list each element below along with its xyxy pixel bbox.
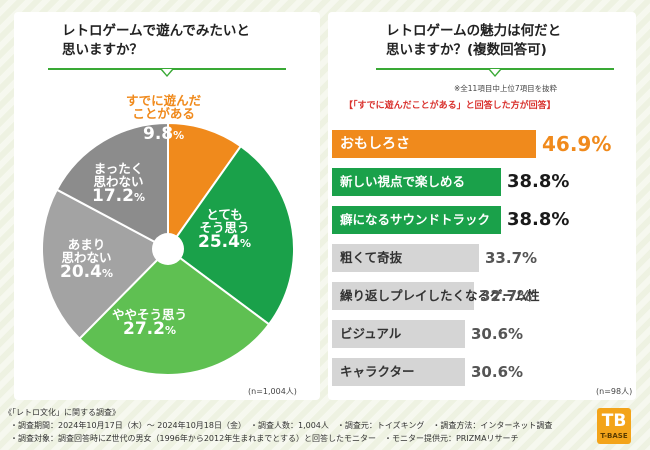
pie-value-somewhat-agree: 27.2	[123, 319, 165, 340]
pie-slice	[78, 247, 271, 376]
bar	[332, 244, 479, 272]
bar-value: 46.9%	[542, 132, 612, 156]
pie-unit-not-really: %	[101, 267, 113, 281]
bar-subtitle: 【「すでに遊んだことがある」と回答した方が回答】	[344, 101, 556, 111]
pie-label-strongly-agree: とても そう思う 25.4%	[198, 208, 251, 252]
bar-title-pointer-inner	[490, 69, 500, 75]
pie-value-already-played: 9.8	[142, 124, 174, 145]
pie-chart	[41, 121, 295, 376]
bar-label: キャラクター	[340, 364, 415, 379]
t-base-logo: TB T-BASE	[597, 408, 631, 444]
bar-value: 30.6%	[471, 363, 524, 381]
bar-label: 癖になるサウンドトラック	[340, 212, 491, 227]
pie-slice	[55, 121, 169, 251]
pie-slice	[167, 121, 243, 253]
pie-value-not-really: 20.4	[60, 262, 102, 283]
pie-label-not-really-name2: 思わない	[61, 250, 112, 266]
bar-question-title: レトロゲームの魅力は何だと 思いますか？(複数回答可)	[386, 22, 561, 60]
pie-center-hole	[152, 233, 184, 265]
pie-unit-strongly-agree: %	[239, 237, 251, 251]
pie-panel: レトロゲームで遊んでみたいと 思いますか？ すでに遊んだ ことがある 9.8% …	[14, 12, 320, 400]
bar-label: 新しい視点で楽しめる	[340, 174, 466, 189]
pie-slice	[41, 188, 170, 341]
bar-panel: レトロゲームの魅力は何だと 思いますか？(複数回答可) ※全11項目中上位7項目…	[328, 12, 636, 400]
pie-label-already-played: すでに遊んだ ことがある 9.8%	[126, 94, 201, 144]
bar-value: 33.7%	[485, 249, 538, 267]
pie-title-pointer-inner	[162, 69, 172, 75]
pie-label-not-really-name1: あまり	[67, 237, 106, 252]
survey-title: 《「レトロ文化」に関する調査》	[4, 408, 120, 417]
bar-title-line2: 思いますか？(複数回答可)	[386, 42, 547, 58]
pie-slice	[166, 144, 295, 326]
pie-label-strongly-agree-name2: そう思う	[199, 220, 250, 236]
bar-label: おもしろさ	[340, 136, 410, 152]
bar-value: 32.7%	[480, 287, 533, 305]
pie-title-line2: 思いますか？	[62, 42, 143, 58]
bar	[332, 206, 501, 234]
pie-label-not-at-all: まったく 思わない 17.2%	[92, 162, 145, 206]
pie-unit-not-at-all: %	[133, 191, 145, 205]
bar-value: 38.8%	[507, 171, 570, 192]
bar-title-line1: レトロゲームの魅力は何だと	[386, 23, 562, 39]
pie-question-title: レトロゲームで遊んでみたいと 思いますか？	[62, 22, 250, 60]
bar-label: ビジュアル	[340, 326, 402, 341]
pie-title-line1: レトロゲームで遊んでみたいと	[62, 23, 250, 39]
pie-label-already-played-name2: ことがある	[132, 106, 195, 122]
pie-label-not-at-all-name1: まったく	[93, 161, 144, 176]
pie-label-somewhat-agree-name1: ややそう思う	[112, 307, 188, 322]
bar-value: 30.6%	[471, 325, 524, 343]
bar	[332, 168, 501, 196]
survey-details-1: ・調査期間：2024年10月17日（木）～ 2024年10月18日（金） ・調査…	[10, 421, 553, 430]
bar-note: ※全11項目中上位7項目を抜粋	[454, 84, 558, 93]
survey-details-2: ・調査対象：調査回答時にZ世代の男女（1996年から2012年生まれまでとする）…	[10, 434, 519, 443]
bar	[332, 320, 465, 348]
logo-text: T-BASE	[600, 432, 628, 440]
pie-label-already-played-name1: すでに遊んだ	[126, 93, 202, 108]
pie-unit-already-played: %	[173, 129, 185, 143]
pie-unit-somewhat-agree: %	[164, 324, 176, 338]
pie-sample-size: (n=1,004人)	[248, 387, 297, 396]
pie-label-somewhat-agree: ややそう思う 27.2%	[112, 308, 187, 339]
pie-value-strongly-agree: 25.4	[198, 232, 240, 253]
bar	[332, 282, 474, 310]
logo-mark: TB	[601, 411, 627, 431]
bar-chart: おもしろさ 46.9% 新しい視点で楽しめる 38.8% 癖になるサウンドトラッ…	[332, 130, 632, 390]
bar	[332, 358, 465, 386]
pie-label-strongly-agree-name1: とても	[206, 207, 243, 222]
pie-label-not-at-all-name2: 思わない	[93, 174, 144, 190]
bar-label: 粗くて奇抜	[340, 250, 403, 265]
bar-sample-size: (n=98人)	[596, 387, 633, 396]
bar-value: 38.8%	[507, 209, 570, 230]
bar	[332, 130, 536, 158]
pie-value-not-at-all: 17.2	[92, 186, 134, 207]
bar-label: 繰り返しプレイしたくなるゲーム性	[340, 288, 540, 303]
pie-label-not-really: あまり 思わない 20.4%	[60, 238, 113, 282]
